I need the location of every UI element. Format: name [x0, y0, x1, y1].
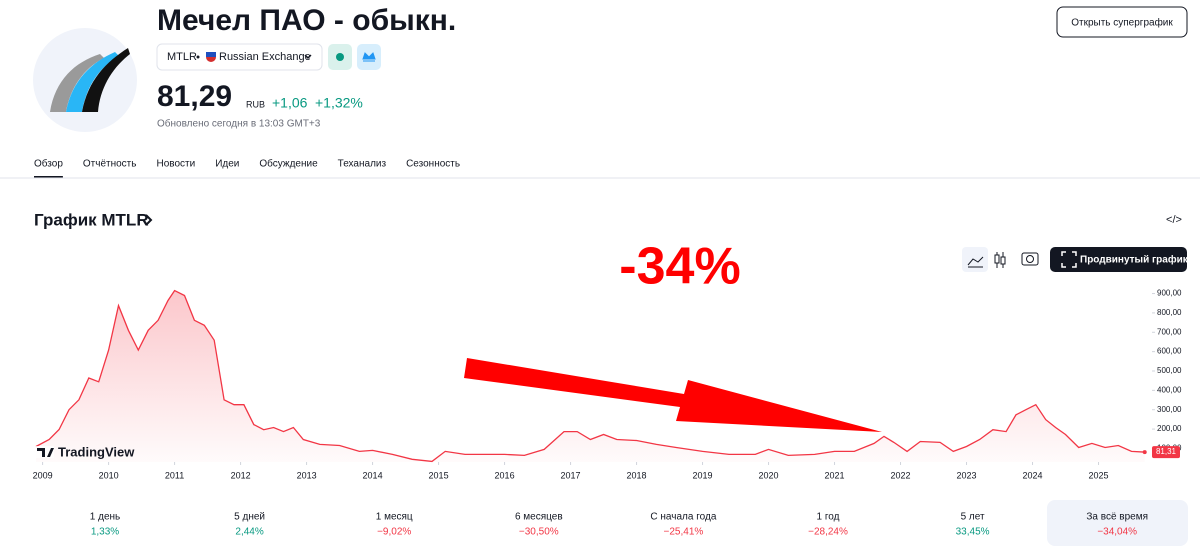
candle-icon [1000, 256, 1006, 265]
tab[interactable]: Сезонность [406, 159, 460, 170]
x-tick-label: 2021 [825, 470, 845, 480]
exchange: Russian Exchange [219, 51, 311, 63]
period-label[interactable]: С начала года [650, 512, 716, 523]
dot [196, 55, 200, 59]
change-pct: +1,32% [315, 95, 363, 111]
y-tick-label: 900,00 [1157, 289, 1182, 298]
x-tick-label: 2009 [33, 470, 53, 480]
logo-stripe [82, 48, 130, 112]
annotation: -34% [619, 238, 740, 296]
x-tick-label: 2023 [957, 470, 977, 480]
period-change: −30,50% [519, 527, 559, 538]
advanced-label: Продвинутый график [1080, 254, 1189, 266]
x-tick-label: 2010 [99, 470, 119, 480]
flag [206, 52, 216, 57]
x-tick-label: 2022 [891, 470, 911, 480]
period-label[interactable]: 5 лет [961, 512, 985, 523]
tv-logo [37, 448, 54, 457]
y-tick-label: 500,00 [1157, 366, 1182, 375]
x-tick-label: 2013 [297, 470, 317, 480]
selected-period [1047, 500, 1188, 546]
expand-icon [1061, 251, 1077, 268]
x-tick-label: 2014 [363, 470, 383, 480]
y-tick-label: 300,00 [1157, 405, 1182, 414]
x-tick-label: 2015 [429, 470, 449, 480]
x-tick-label: 2024 [1023, 470, 1043, 480]
period-label[interactable]: 1 год [817, 512, 840, 523]
embed-icon[interactable]: </> [1166, 214, 1182, 226]
y-tick-label: 200,00 [1157, 424, 1182, 433]
supergraph-button[interactable] [1056, 6, 1188, 38]
area-icon [967, 256, 984, 268]
title: Мечел ПАО - обыкн. [157, 4, 456, 37]
crown [362, 52, 376, 62]
x-tick-label: 2020 [759, 470, 779, 480]
camera-lens [1026, 255, 1034, 263]
last-price-badge [1152, 446, 1180, 459]
period-change: −9,02% [377, 527, 411, 538]
price: 81,29 [157, 80, 232, 113]
period-change: 1,33% [91, 527, 119, 538]
area-fill [36, 290, 1145, 462]
camera-icon[interactable] [1021, 252, 1039, 266]
status-dot [336, 53, 344, 61]
x-tick-label: 2012 [231, 470, 251, 480]
tab[interactable]: Отчётность [83, 159, 137, 170]
button-label: Открыть суперграфик [1071, 17, 1173, 29]
ticker: MTLR [167, 51, 197, 63]
y-tick-label: 700,00 [1157, 327, 1182, 336]
tab[interactable]: Теханализ [338, 159, 387, 170]
price-line [35, 289, 1145, 463]
change: +1,06 [272, 95, 308, 111]
tab[interactable]: Обзор [34, 158, 63, 170]
candle-icon [994, 254, 1000, 264]
x-tick-label: 2016 [495, 470, 515, 480]
logo-stripe [50, 54, 104, 112]
period-change: 33,45% [956, 527, 990, 538]
period-change: −28,24% [808, 527, 848, 538]
period-change: −34,04% [1097, 527, 1137, 538]
chevron [145, 214, 153, 226]
period-label[interactable]: За всё время [1086, 512, 1148, 523]
tab[interactable]: Обсуждение [259, 158, 318, 170]
last-price-label: 81,31 [1156, 447, 1177, 456]
x-tick-label: 2025 [1089, 470, 1109, 480]
x-tick-label: 2018 [627, 470, 647, 480]
chevron [304, 54, 312, 59]
y-tick-label: 600,00 [1157, 347, 1182, 356]
tab[interactable]: Новости [156, 159, 195, 170]
period-label[interactable]: 1 месяц [376, 512, 413, 523]
tv-logo-text: TradingView [58, 444, 135, 459]
period-change: 2,44% [235, 527, 263, 538]
updated: Обновлено сегодня в 13:03 GMT+3 [157, 118, 321, 130]
period-change: −25,41% [664, 527, 704, 538]
section-title[interactable]: График MTLR [34, 210, 149, 229]
period-label[interactable]: 1 день [90, 512, 120, 523]
ticker-chip[interactable] [156, 43, 323, 71]
currency: RUB [246, 99, 265, 109]
y-tick-label: 800,00 [1157, 308, 1182, 317]
tab[interactable]: Идеи [215, 159, 239, 170]
area-button[interactable] [962, 247, 988, 272]
last-point [1142, 450, 1147, 455]
y-tick-label: 400,00 [1157, 385, 1182, 394]
period-label[interactable]: 5 дней [234, 512, 265, 523]
x-tick-label: 2017 [561, 470, 581, 480]
x-tick-label: 2019 [693, 470, 713, 480]
arrow [464, 358, 882, 432]
logo-stripe [66, 52, 119, 112]
period-label[interactable]: 6 месяцев [515, 512, 563, 523]
advanced-button[interactable] [1050, 247, 1187, 272]
x-tick-label: 2011 [165, 470, 184, 480]
